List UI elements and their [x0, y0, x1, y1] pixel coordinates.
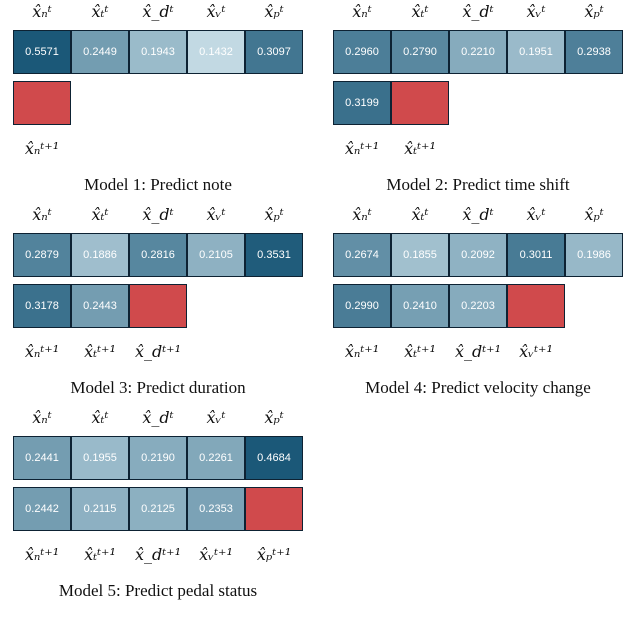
input-token-label: x̂ₙᵗ [32, 408, 52, 427]
attention-cell: 0.3011 [507, 233, 565, 277]
predicted-token-label: x̂_dᵗ⁺¹ [454, 342, 502, 361]
attention-cell: 0.2443 [71, 284, 129, 328]
input-token-label: x̂ₚᵗ [264, 2, 284, 21]
attention-cell: 0.2261 [187, 436, 245, 480]
predicted-token-label: x̂ₙᵗ⁺¹ [24, 139, 60, 158]
attention-cell: 0.1886 [71, 233, 129, 277]
attention-cell: 0.1955 [71, 436, 129, 480]
predicted-token-label: x̂_dᵗ⁺¹ [134, 342, 182, 361]
attention-cell: 0.2879 [13, 233, 71, 277]
panel-caption: Model 2: Predict time shift [386, 175, 570, 194]
attention-cell: 0.2203 [449, 284, 507, 328]
attention-cell: 0.3531 [245, 233, 303, 277]
input-token-label: x̂ᵥᵗ [206, 205, 226, 224]
predicted-token-label: x̂ₙᵗ⁺¹ [344, 342, 380, 361]
attention-cell: 0.3178 [13, 284, 71, 328]
attention-cell: 0.2449 [71, 30, 129, 74]
input-token-label: x̂ₜᵗ [91, 408, 109, 427]
target-cell [245, 487, 303, 531]
target-cell [129, 284, 187, 328]
predicted-token-label: x̂ₚᵗ⁺¹ [256, 545, 292, 564]
attention-cell: 0.2816 [129, 233, 187, 277]
input-token-label: x̂ₚᵗ [264, 205, 284, 224]
input-token-label: x̂ₜᵗ [91, 205, 109, 224]
input-token-label: x̂_dᵗ [142, 205, 174, 224]
attention-cell: 0.2938 [565, 30, 623, 74]
attention-cell: 0.4684 [245, 436, 303, 480]
input-token-label: x̂ₜᵗ [411, 205, 429, 224]
attention-cell: 0.3097 [245, 30, 303, 74]
target-cell [391, 81, 449, 125]
input-token-label: x̂ₙᵗ [32, 2, 52, 21]
input-token-label: x̂_dᵗ [462, 205, 494, 224]
predicted-token-label: x̂ₙᵗ⁺¹ [344, 139, 380, 158]
panel-caption: Model 1: Predict note [84, 175, 232, 194]
attention-cell: 0.2790 [391, 30, 449, 74]
attention-cell: 0.3199 [333, 81, 391, 125]
predicted-token-label: x̂ₙᵗ⁺¹ [24, 342, 60, 361]
input-token-label: x̂ᵥᵗ [526, 205, 546, 224]
attention-cell: 0.2092 [449, 233, 507, 277]
predicted-token-label: x̂ₜᵗ⁺¹ [404, 342, 436, 361]
input-token-label: x̂_dᵗ [142, 2, 174, 21]
attention-cell: 0.2210 [449, 30, 507, 74]
attention-cell: 0.2674 [333, 233, 391, 277]
predicted-token-label: x̂_dᵗ⁺¹ [134, 545, 182, 564]
attention-cell: 0.2960 [333, 30, 391, 74]
panel-caption: Model 4: Predict velocity change [365, 378, 591, 397]
input-token-label: x̂ₜᵗ [411, 2, 429, 21]
panel-caption: Model 5: Predict pedal status [58, 581, 258, 600]
input-token-label: x̂ₙᵗ [352, 205, 372, 224]
attention-cell: 0.2353 [187, 487, 245, 531]
attention-cell: 0.2125 [129, 487, 187, 531]
predicted-token-label: x̂ₜᵗ⁺¹ [84, 342, 116, 361]
attention-cell: 0.2990 [333, 284, 391, 328]
input-token-label: x̂ₜᵗ [91, 2, 109, 21]
attention-cell: 0.2441 [13, 436, 71, 480]
target-cell [507, 284, 565, 328]
attention-cell: 0.1986 [565, 233, 623, 277]
predicted-token-label: x̂ᵥᵗ⁺¹ [199, 545, 233, 564]
panel-caption: Model 3: Predict duration [70, 378, 246, 397]
attention-cell: 0.2442 [13, 487, 71, 531]
input-token-label: x̂ᵥᵗ [526, 2, 546, 21]
attention-cell: 0.2190 [129, 436, 187, 480]
attention-cell: 0.1951 [507, 30, 565, 74]
attention-cell: 0.1432 [187, 30, 245, 74]
attention-cell: 0.1855 [391, 233, 449, 277]
predicted-token-label: x̂ᵥᵗ⁺¹ [519, 342, 553, 361]
attention-cell: 0.2410 [391, 284, 449, 328]
predicted-token-label: x̂ₙᵗ⁺¹ [24, 545, 60, 564]
attention-cell: 0.2105 [187, 233, 245, 277]
input-token-label: x̂ᵥᵗ [206, 408, 226, 427]
input-token-label: x̂ₙᵗ [32, 205, 52, 224]
input-token-label: x̂_dᵗ [462, 2, 494, 21]
input-token-label: x̂ₙᵗ [352, 2, 372, 21]
predicted-token-label: x̂ₜᵗ⁺¹ [404, 139, 436, 158]
attention-cell: 0.5571 [13, 30, 71, 74]
attention-cell: 0.1943 [129, 30, 187, 74]
input-token-label: x̂ₚᵗ [584, 205, 604, 224]
input-token-label: x̂ₚᵗ [584, 2, 604, 21]
target-cell [13, 81, 71, 125]
predicted-token-label: x̂ₜᵗ⁺¹ [84, 545, 116, 564]
input-token-label: x̂ₚᵗ [264, 408, 284, 427]
attention-cell: 0.2115 [71, 487, 129, 531]
input-token-label: x̂_dᵗ [142, 408, 174, 427]
input-token-label: x̂ᵥᵗ [206, 2, 226, 21]
